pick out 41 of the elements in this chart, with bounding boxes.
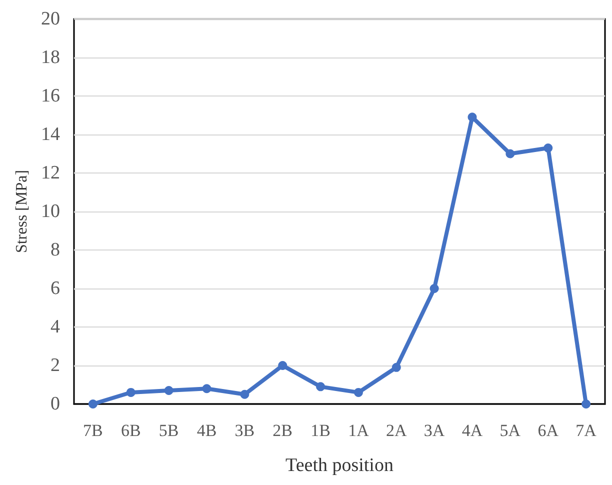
y-tick-label: 12 [41,162,60,184]
y-tick-label: 4 [50,316,60,338]
y-tick-label: 20 [41,8,60,30]
x-axis-title: Teeth position [286,455,394,476]
point [354,388,363,397]
y-tick-label: 2 [50,355,60,376]
x-tick-label: 4B [196,421,217,440]
y-axis-title: Stress [MPa] [14,170,30,254]
x-tick-label: 4A [462,421,484,440]
y-tick-label: 10 [41,201,60,222]
y-tick-label: 0 [50,394,60,414]
x-tick-label: 2B [272,421,293,440]
x-tick-label: 7A [576,421,598,440]
point [88,400,98,408]
x-tick-label: 6A [538,421,560,440]
x-tick-label: 5B [158,421,179,440]
point [126,388,136,397]
y-tick-label: 8 [50,240,60,260]
y-tick-label: 6 [50,278,60,299]
point [430,284,439,293]
y-tick-label: 18 [41,47,60,68]
x-tick-label: 3B [234,421,255,440]
x-tick-label: 1B [310,421,330,440]
x-tick-label: 7B [83,421,103,440]
point [506,149,515,158]
x-tick-label: 6B [120,421,141,440]
point [316,382,326,392]
point [544,143,553,152]
x-tick-label: 1A [348,421,370,440]
x-tick-label: 5A [500,421,522,440]
point [240,390,250,399]
y-tick-label: 14 [41,124,60,145]
point [582,400,591,408]
x-tick-label: 3A [424,421,446,440]
x-tick-label: 2A [386,421,408,440]
point [202,384,212,394]
y-tick-label: 16 [41,86,60,106]
point [392,362,401,372]
point [278,361,288,370]
point [164,386,174,396]
point [468,112,477,122]
